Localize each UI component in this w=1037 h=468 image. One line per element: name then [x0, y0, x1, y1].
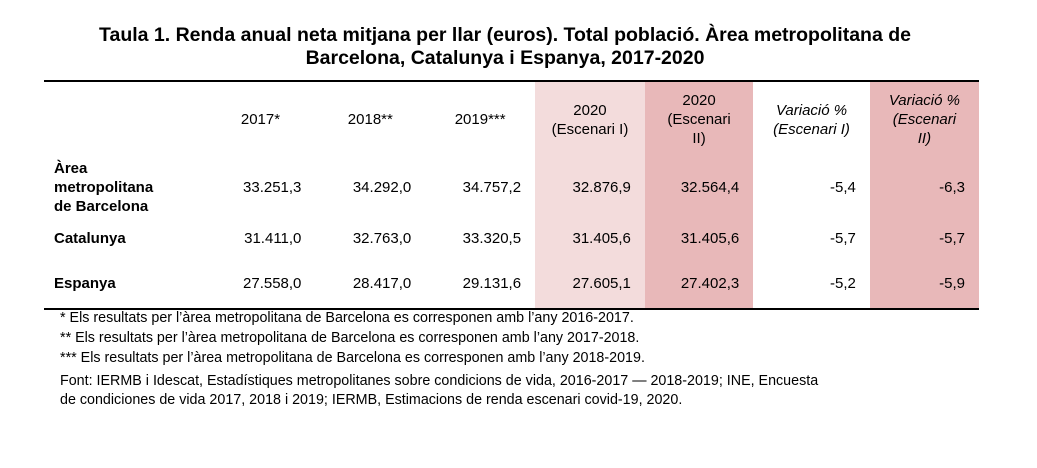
header-2019: 2019*** [454, 111, 506, 128]
cell-2020-scenario-1: 32.876,9 [535, 157, 645, 217]
cell-variation-scenario-2: -6,3 [869, 157, 979, 217]
cell-2017: 27.558,0 [243, 275, 302, 292]
cell-variation-scenario-1: -5,7 [829, 229, 856, 247]
row-label: Espanya [54, 275, 116, 292]
cell-2017: 31.411,0 [244, 229, 302, 247]
row-label-text: de Barcelona [54, 197, 149, 215]
header-text: Variació % [775, 101, 848, 119]
cell-2019: 34.757,2 [462, 178, 522, 196]
income-table: 2017* 2018** 2019*** 2020 (Escenari I) 2… [44, 80, 979, 310]
header-text: 2020 [573, 101, 607, 119]
cell-variation-scenario-1: -5,2 [829, 275, 856, 292]
header-variation-scenario-2: Variació % (Escenari II) [869, 81, 979, 157]
header-text: (Escenari [892, 111, 957, 128]
cell-variation-scenario-2: -5,7 [869, 217, 979, 259]
footnote: *** Els resultats per l’àrea metropolita… [60, 350, 645, 366]
header-2017: 2017* [240, 111, 281, 128]
cell-2020-scenario-1: 31.405,6 [535, 217, 645, 259]
row-label-text: metropolitana [54, 178, 154, 196]
header-text: 2020 [682, 92, 716, 109]
header-text: (Escenari [667, 111, 731, 128]
cell-2020-scenario-2: 27.402,3 [644, 259, 754, 309]
row-label-text: Àrea [54, 159, 88, 177]
source-note: Font: IERMB i Idescat, Estadístiques met… [60, 372, 980, 410]
table-title: Taula 1. Renda anual neta mitjana per ll… [0, 24, 1010, 70]
table-body: Àrea metropolitana de Barcelona 33.251,3… [44, 157, 979, 309]
cell-2020-scenario-2: 32.564,4 [644, 157, 754, 217]
title-line-1: Taula 1. Renda anual neta mitjana per ll… [99, 24, 911, 46]
header-text: II) [692, 130, 706, 147]
header-text: (Escenari I) [551, 120, 629, 138]
cell-2018: 28.417,0 [352, 275, 412, 292]
title-line-2: Barcelona, Catalunya i Espanya, 2017-202… [305, 47, 705, 69]
cell-2018: 32.763,0 [352, 229, 412, 247]
cell-variation-scenario-2: -5,9 [869, 259, 979, 309]
row-label: Àrea metropolitana de Barcelona [44, 157, 206, 217]
cell-2020-scenario-2: 31.405,6 [644, 217, 754, 259]
header-row: 2017* 2018** 2019*** 2020 (Escenari I) 2… [44, 81, 979, 157]
cell-2018: 34.292,0 [352, 178, 412, 196]
cell-2020-scenario-1: 27.605,1 [535, 259, 645, 309]
table-header: 2017* 2018** 2019*** 2020 (Escenari I) 2… [44, 81, 979, 157]
header-variation-scenario-1: Variació % (Escenari I) [753, 81, 870, 157]
table-row: Espanya 27.558,0 28.417,0 29.131,6 27.60… [44, 259, 979, 309]
cell-2017: 33.251,3 [243, 178, 302, 196]
footnote: * Els resultats per l’àrea metropolitana… [60, 310, 634, 326]
table-notes: * Els resultats per l’àrea metropolitana… [60, 308, 980, 410]
footnote: ** Els resultats per l’àrea metropolitan… [60, 330, 640, 346]
cell-variation-scenario-1: -5,4 [829, 178, 856, 196]
header-empty-cell [44, 81, 206, 157]
source-line: de condiciones de vida 2017, 2018 i 2019… [60, 392, 683, 408]
header-text: II) [917, 130, 932, 147]
header-2018: 2018** [347, 111, 393, 128]
header-text: (Escenari I) [773, 120, 850, 138]
source-line: Font: IERMB i Idescat, Estadístiques met… [60, 373, 819, 389]
cell-2019: 29.131,6 [462, 275, 522, 292]
header-text: Variació % [888, 92, 960, 109]
row-label: Catalunya [54, 229, 126, 247]
header-2020-scenario-1: 2020 (Escenari I) [535, 81, 645, 157]
header-2020-scenario-2: 2020 (Escenari II) [644, 81, 754, 157]
table-row: Catalunya 31.411,0 32.763,0 33.320,5 31.… [44, 217, 979, 259]
table-row: Àrea metropolitana de Barcelona 33.251,3… [44, 157, 979, 217]
cell-2019: 33.320,5 [462, 229, 522, 247]
